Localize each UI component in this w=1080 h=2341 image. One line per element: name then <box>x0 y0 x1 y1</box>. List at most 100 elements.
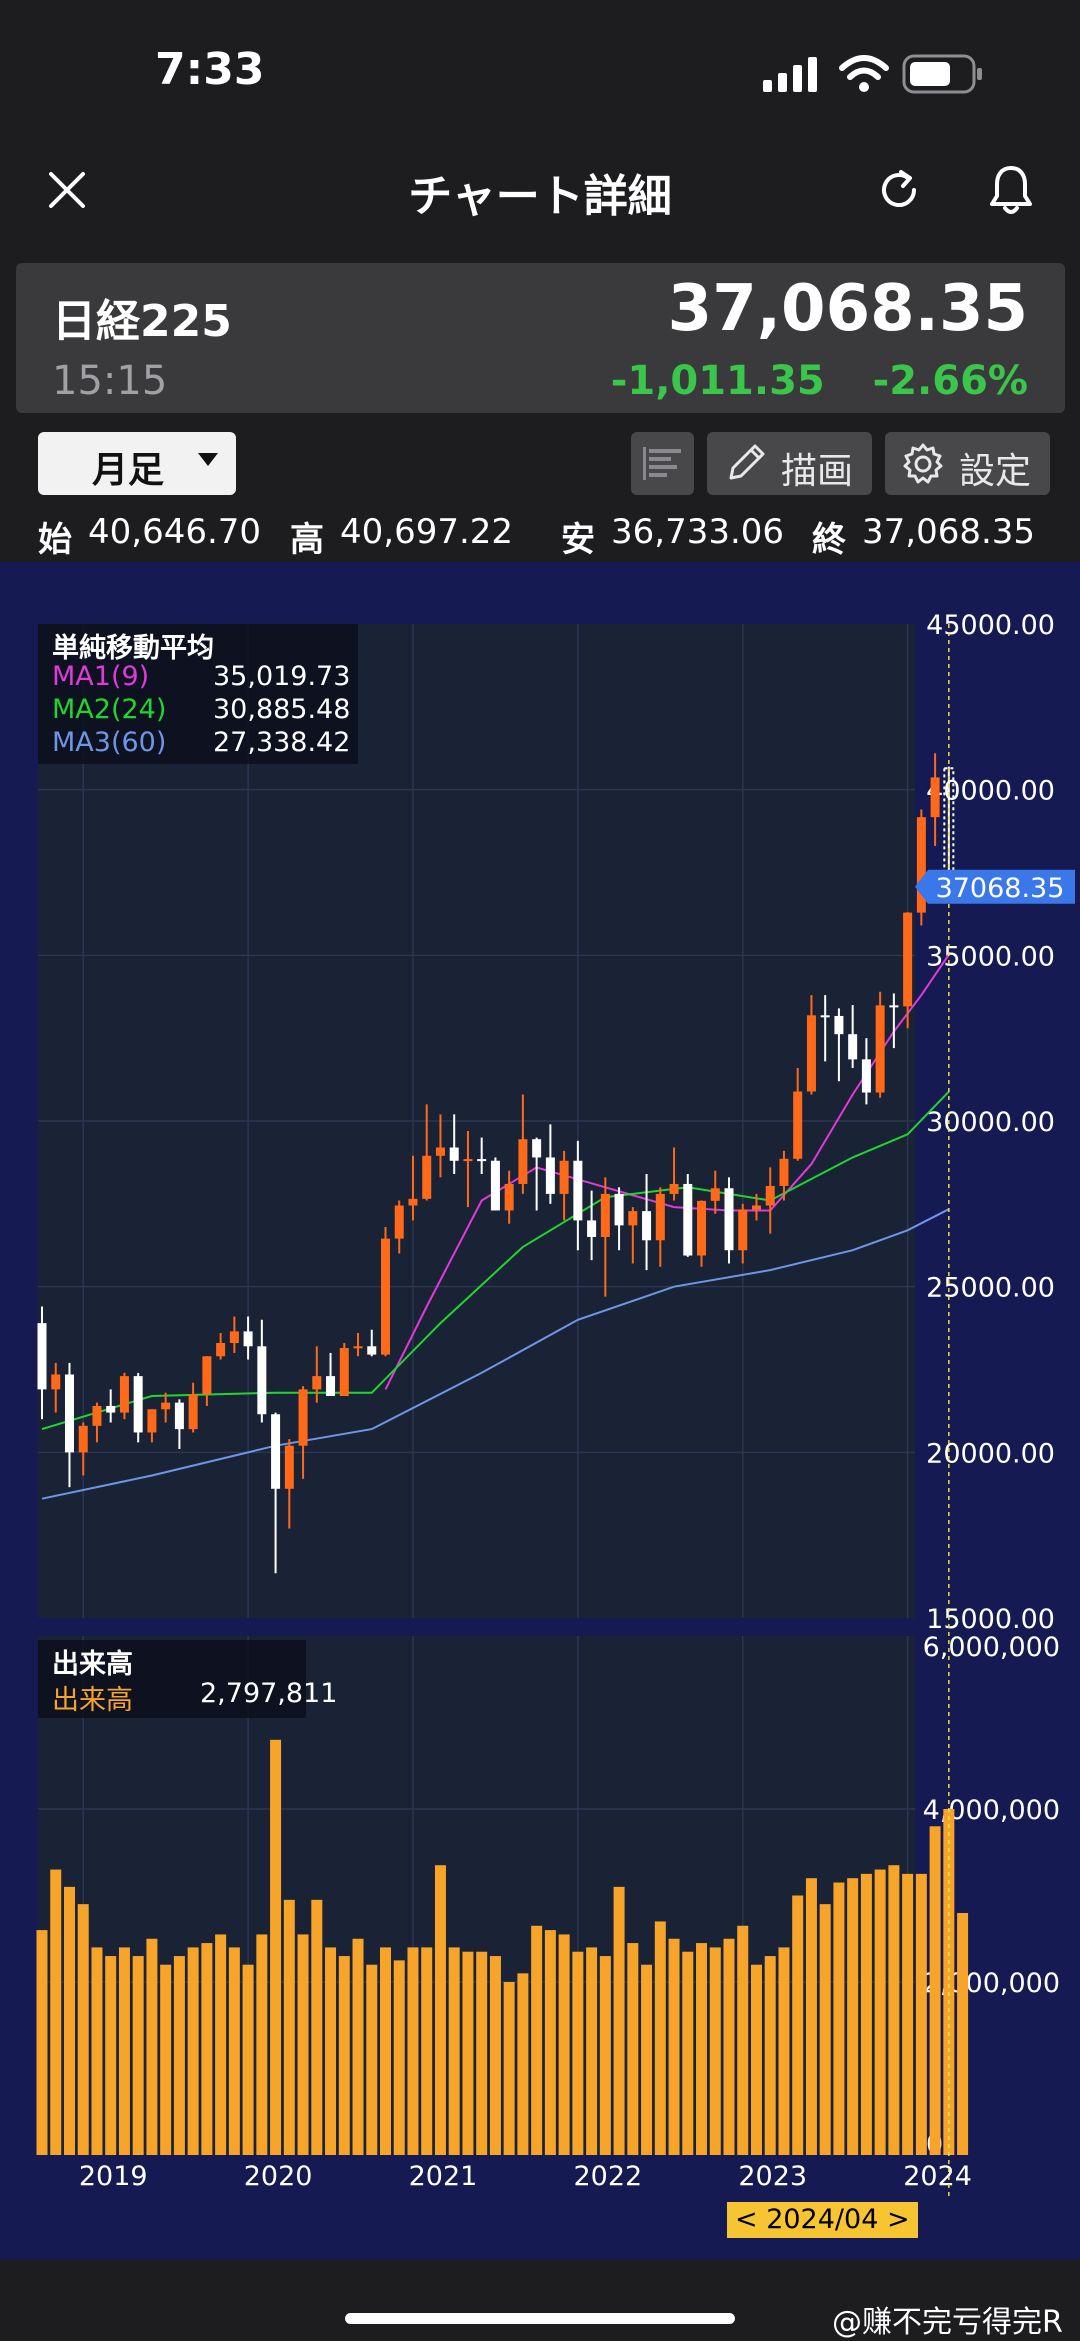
close-icon[interactable] <box>47 170 87 210</box>
chevron-down-icon <box>198 453 218 466</box>
candle-body <box>422 1155 432 1199</box>
volume-bar <box>723 1938 735 2155</box>
candle-body <box>119 1376 129 1413</box>
period-select[interactable]: 月足 <box>38 432 236 495</box>
candle-body <box>353 1346 363 1349</box>
refresh-icon[interactable] <box>877 168 921 212</box>
volume-bar <box>448 1947 460 2155</box>
price-tick-label: 25000.00 <box>926 1273 1055 1304</box>
price-legend: 単純移動平均 MA1(9) 35,019.73 MA2(24) 30,885.4… <box>38 624 358 764</box>
list-icon <box>643 447 681 480</box>
candle-body <box>133 1376 143 1433</box>
volume-bar <box>187 1947 199 2155</box>
candle-body <box>559 1160 569 1194</box>
draw-button[interactable]: 描画 <box>707 432 872 495</box>
volume-bar <box>709 1947 721 2155</box>
volume-bar <box>146 1938 158 2155</box>
candle-body <box>312 1376 322 1390</box>
price-tick-label: 45000.00 <box>926 610 1055 641</box>
volume-bar <box>805 1878 817 2155</box>
change-amount: -1,011.35 <box>610 358 825 404</box>
status-bar <box>0 0 1080 150</box>
volume-bar <box>352 1938 364 2155</box>
candle-body <box>724 1188 734 1251</box>
volume-bar <box>957 1912 969 2155</box>
volume-bar <box>160 1964 172 2155</box>
bell-icon[interactable] <box>989 164 1033 216</box>
price-legend-title: 単純移動平均 <box>52 633 214 664</box>
candle-body <box>37 1323 47 1390</box>
candle-body <box>642 1211 652 1241</box>
change-percent: -2.66% <box>872 358 1028 404</box>
volume-bar <box>792 1895 804 2155</box>
candle-body <box>820 1015 830 1018</box>
volume-bar <box>270 1739 282 2155</box>
volume-bar <box>682 1951 694 2155</box>
volume-bar <box>517 1973 529 2155</box>
candle-body <box>188 1394 198 1430</box>
volume-legend-title: 出来高 <box>52 1649 133 1680</box>
volume-bar <box>915 1873 927 2155</box>
volume-bar <box>489 1956 501 2155</box>
candle-body <box>683 1183 693 1256</box>
draw-button-label: 描画 <box>781 451 854 492</box>
price-tick-label: 35000.00 <box>926 941 1055 972</box>
watermark: @赚不完亏得完R <box>832 2305 1063 2340</box>
volume-bar <box>201 1943 213 2155</box>
bottom-bar <box>0 2260 1080 2341</box>
candle-body <box>51 1374 61 1390</box>
volume-tick-label: 6,000,000 <box>923 1632 1060 1663</box>
low-label: 安 <box>561 520 595 560</box>
volume-bar <box>338 1956 350 2155</box>
period-select-value: 月足 <box>92 450 165 491</box>
candle-body <box>806 1015 816 1092</box>
volume-bar <box>641 1964 653 2155</box>
high-value: 40,697.22 <box>340 512 514 552</box>
ma-line-3 <box>41 1208 950 1500</box>
crosshair-date-badge: < 2024/04 > <box>727 2202 918 2238</box>
candle-body <box>614 1193 624 1226</box>
volume-bar <box>407 1947 419 2155</box>
candle-body <box>779 1158 789 1186</box>
low-value: 36,733.06 <box>611 512 785 552</box>
volume-bar <box>393 1960 405 2155</box>
settings-button[interactable]: 設定 <box>885 432 1050 495</box>
volume-bar <box>654 1921 666 2155</box>
candle-body <box>861 1059 871 1093</box>
volume-bar <box>750 1964 762 2155</box>
candle-body <box>161 1402 171 1410</box>
volume-bar <box>586 1947 598 2155</box>
open-label: 始 <box>38 520 72 560</box>
candle-body <box>600 1193 610 1237</box>
volume-bar <box>36 1930 48 2155</box>
cellular-signal-icon <box>763 57 817 92</box>
candle-body <box>504 1183 514 1211</box>
volume-bar <box>833 1882 845 2155</box>
volume-bar <box>847 1878 859 2155</box>
x-tick-label: 2024 <box>903 2161 972 2192</box>
open-value: 40,646.70 <box>88 512 262 552</box>
page-title: チャート詳細 <box>408 171 672 222</box>
candle-body <box>463 1159 473 1162</box>
volume-bar <box>696 1943 708 2155</box>
gear-icon <box>903 443 943 484</box>
volume-bar <box>77 1904 89 2155</box>
volume-bar <box>462 1951 474 2155</box>
volume-bar <box>256 1934 268 2155</box>
quote-panel <box>16 263 1065 413</box>
ma3-label: MA3(60) <box>52 727 167 758</box>
candle-body <box>174 1402 184 1430</box>
high-label: 高 <box>290 520 324 560</box>
volume-bar <box>283 1899 295 2155</box>
indicator-list-button[interactable] <box>631 432 694 495</box>
candle-body <box>532 1139 542 1158</box>
ma1-label: MA1(9) <box>52 661 150 692</box>
candle-body <box>490 1160 500 1211</box>
volume-bar <box>242 1964 254 2155</box>
volume-bar <box>380 1947 391 2155</box>
candle-body <box>765 1185 775 1206</box>
home-indicator[interactable] <box>345 2313 735 2324</box>
candle-body <box>298 1389 308 1446</box>
volume-bar <box>929 1826 941 2155</box>
